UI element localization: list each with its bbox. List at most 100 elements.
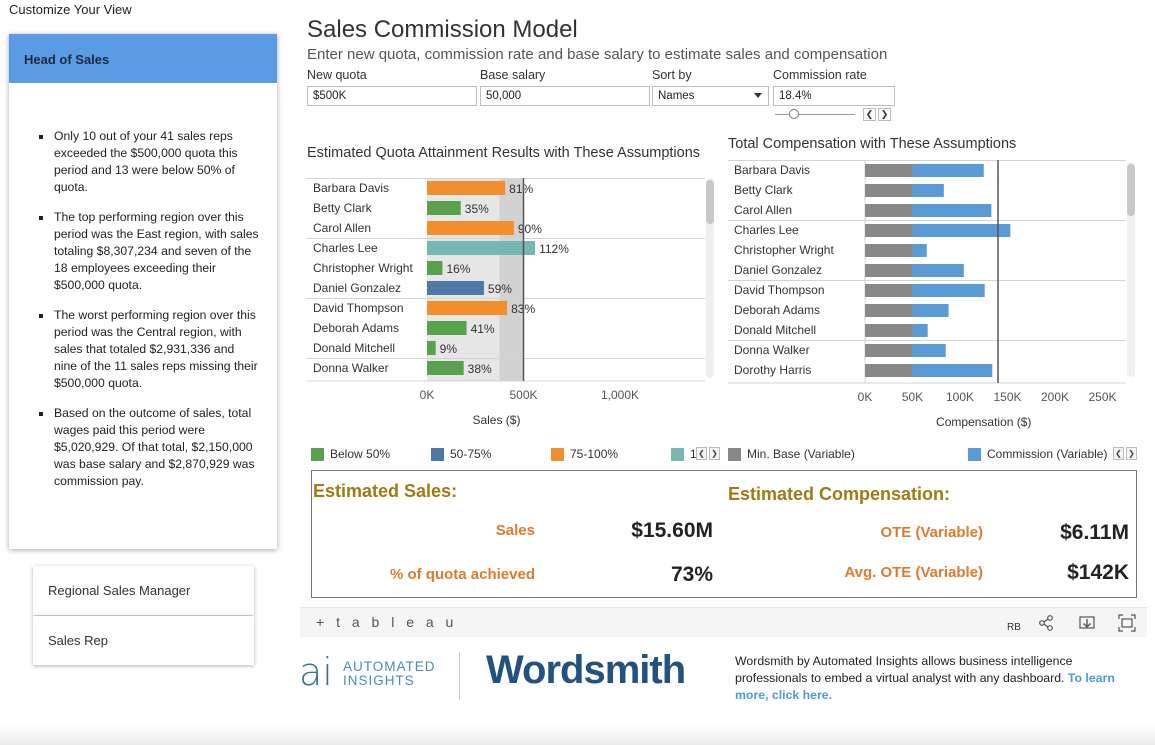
compensation-scrollbar-thumb[interactable] [1127, 164, 1135, 216]
insight-item: The top performing region over this peri… [37, 209, 259, 294]
x-tick-label: 0K [420, 388, 435, 402]
data-label: 59% [488, 282, 512, 296]
category-label: Barbara Davis [313, 181, 389, 195]
quota-label: New quota [307, 68, 367, 82]
chevron-left-icon[interactable]: ❮ [1113, 447, 1124, 460]
category-label: Daniel Gonzalez [734, 263, 822, 277]
data-label: 90% [518, 222, 542, 236]
insight-item: The worst performing region over this pe… [37, 307, 259, 392]
commission-bar [912, 164, 984, 177]
x-tick-label: 0K [858, 390, 873, 404]
legend-swatch [671, 447, 684, 461]
compensation-chart: Barbara Davis Betty Clark Carol Allen Charl… [728, 160, 1126, 429]
user-initials[interactable]: RB [1007, 622, 1021, 633]
legend-75-100: 75-100% [551, 447, 618, 461]
share-icon[interactable] [1037, 614, 1055, 632]
role-tab-regional-sales-manager[interactable]: Regional Sales Manager [33, 566, 254, 615]
category-label: Dorothy Harris [734, 363, 811, 377]
chevron-right-icon[interactable]: ❯ [878, 108, 891, 121]
footer-divider [459, 652, 460, 700]
base-salary-input[interactable] [480, 86, 650, 106]
footer-description-text: Wordsmith by Automated Insights allows b… [735, 654, 1073, 685]
bar [427, 221, 514, 235]
commission-rate-input[interactable] [773, 86, 895, 106]
commission-bar [912, 324, 928, 337]
category-label: Charles Lee [313, 241, 378, 255]
commission-bar [912, 224, 1011, 237]
category-label: Daniel Gonzalez [313, 281, 401, 295]
chevron-left-icon[interactable]: ❮ [696, 447, 707, 460]
x-tick-label: 50K [902, 390, 923, 404]
commission-bar [912, 184, 944, 197]
bar [427, 181, 506, 195]
legend-swatch [431, 447, 444, 461]
category-label: Betty Clark [313, 201, 373, 215]
data-label: 16% [446, 262, 470, 276]
wordsmith-logo[interactable]: Wordsmith [486, 648, 686, 692]
base-bar [865, 324, 913, 337]
avg-ote-label: Avg. OTE (Variable) [844, 564, 983, 581]
category-label: Deborah Adams [313, 321, 399, 335]
chevron-right-icon[interactable]: ❯ [709, 447, 720, 460]
chevron-left-icon[interactable]: ❮ [863, 108, 876, 121]
x-axis-label: Compensation ($) [936, 415, 1031, 429]
tableau-logo[interactable]: + t a b l e a u [316, 614, 458, 630]
sales-value: $15.60M [631, 519, 713, 542]
role-tab-sales-rep[interactable]: Sales Rep [33, 616, 254, 665]
automated-insights-logo-text[interactable]: AUTOMATED INSIGHTS [343, 660, 436, 688]
category-label: Carol Allen [734, 203, 792, 217]
chevron-down-icon [754, 93, 762, 98]
estimated-compensation-heading: Estimated Compensation: [728, 484, 951, 504]
base-bar [865, 284, 913, 297]
sort-select[interactable]: Names [652, 86, 769, 106]
legend-min-base: Min. Base (Variable) [728, 447, 855, 461]
compensation-chart-title: Total Compensation with These Assumption… [728, 136, 1017, 152]
base-bar [865, 264, 913, 277]
fullscreen-icon[interactable] [1118, 614, 1136, 632]
category-label: Donald Mitchell [313, 341, 395, 355]
insight-item: Based on the outcome of sales, total wag… [37, 405, 259, 490]
bar [427, 341, 436, 355]
base-bar [865, 344, 913, 357]
bar [427, 241, 536, 255]
legend-label: Commission (Variable) [987, 447, 1108, 461]
download-icon[interactable] [1078, 614, 1096, 632]
x-tick-label: 1,000K [601, 388, 639, 402]
x-axis-label: Sales ($) [472, 413, 520, 427]
commission-rate-slider-thumb[interactable] [789, 109, 799, 119]
legend-swatch [968, 447, 981, 461]
ote-label: OTE (Variable) [880, 524, 983, 541]
quota-input[interactable] [307, 86, 477, 106]
commission-bar [912, 364, 993, 377]
automated-insights-logo-mark[interactable]: ai [299, 650, 333, 694]
legend-label: 50-75% [450, 447, 492, 461]
avg-ote-value: $142K [1067, 561, 1129, 584]
tableau-toolbar: + t a b l e a u RB [300, 607, 1147, 637]
legend-commission: Commission (Variable) [968, 447, 1107, 461]
role-tab-head-of-sales[interactable]: Head of Sales [9, 34, 277, 83]
commission-bar [912, 284, 985, 297]
learn-more-link[interactable]: To learn more, click here. [735, 671, 1115, 702]
legend-swatch [728, 447, 741, 461]
quota-achieved-value: 73% [670, 563, 713, 586]
footer-description: Wordsmith by Automated Insights allows b… [735, 653, 1145, 704]
data-label: 41% [471, 322, 495, 336]
attainment-scrollbar[interactable] [706, 178, 714, 378]
attainment-scrollbar-thumb[interactable] [706, 180, 714, 224]
bar [427, 361, 464, 375]
x-tick-label: 100K [946, 390, 974, 404]
attainment-chart: Barbara Davis 81% Betty Clark 35% Carol Alle… [307, 178, 705, 427]
sales-label: Sales [495, 522, 535, 539]
compensation-scrollbar[interactable] [1127, 162, 1135, 377]
commission-rate-slider-track[interactable] [775, 114, 855, 115]
category-label: Deborah Adams [734, 303, 820, 317]
x-tick-label: 500K [509, 388, 537, 402]
category-label: Charles Lee [734, 223, 799, 237]
insights-list: Only 10 out of your 41 sales reps exceed… [9, 83, 277, 490]
legend-over-100: 1 [671, 447, 697, 461]
data-label: 35% [465, 202, 489, 216]
commission-bar [912, 244, 927, 257]
chevron-right-icon[interactable]: ❯ [1126, 447, 1137, 460]
brand-line-1: AUTOMATED [343, 659, 436, 674]
ote-value: $6.11M [1060, 521, 1129, 544]
